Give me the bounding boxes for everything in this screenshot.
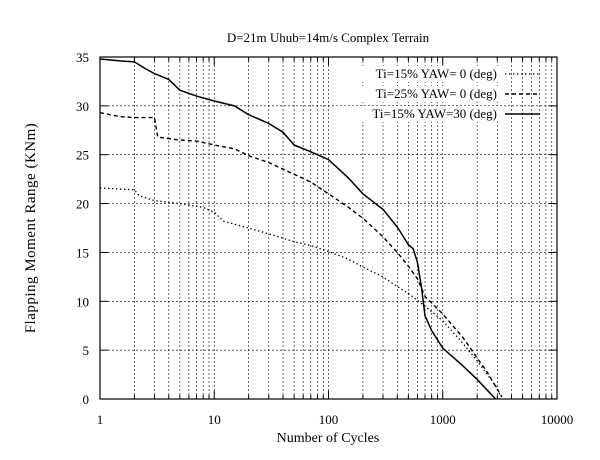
y-tick-label: 0	[83, 392, 90, 407]
x-tick-label: 10	[208, 412, 221, 427]
series-line-3	[99, 58, 497, 400]
x-tick-label: 1	[97, 412, 104, 427]
legend: Ti=15% YAW= 0 (deg) Ti=25% YAW= 0 (deg) Ti…	[335, 66, 540, 122]
x-axis-title: Number of Cycles	[277, 431, 380, 446]
series-line-1	[99, 187, 502, 397]
y-tick-label: 20	[76, 197, 89, 212]
series-line-2	[99, 112, 503, 398]
legend-label: Ti=15% YAW=30 (deg)	[372, 106, 497, 121]
legend-label-bg	[335, 86, 500, 102]
chart-title: D=21m Uhub=14m/s Complex Terrain	[227, 30, 430, 45]
axis-ticks: 1 10 100 1000 10000 0 5 10 15 20 25 30 35	[76, 50, 573, 427]
legend-label-bg	[335, 106, 500, 122]
y-tick-label: 30	[76, 99, 89, 114]
y-tick-label: 10	[76, 294, 89, 309]
y-tick-label: 25	[76, 148, 89, 163]
y-axis-title: Flapping Moment Range (KNm)	[23, 123, 39, 334]
y-tick-label: 5	[83, 343, 90, 358]
x-tick-label: 100	[319, 412, 339, 427]
x-tick-label: 1000	[430, 412, 456, 427]
legend-label-bg	[335, 66, 500, 82]
legend-label: Ti=15% YAW= 0 (deg)	[376, 66, 497, 81]
series-lines	[99, 58, 503, 400]
y-tick-label: 15	[76, 245, 89, 260]
legend-label: Ti=25% YAW= 0 (deg)	[376, 86, 497, 101]
x-tick-label: 10000	[541, 412, 574, 427]
y-tick-label: 35	[76, 50, 89, 65]
